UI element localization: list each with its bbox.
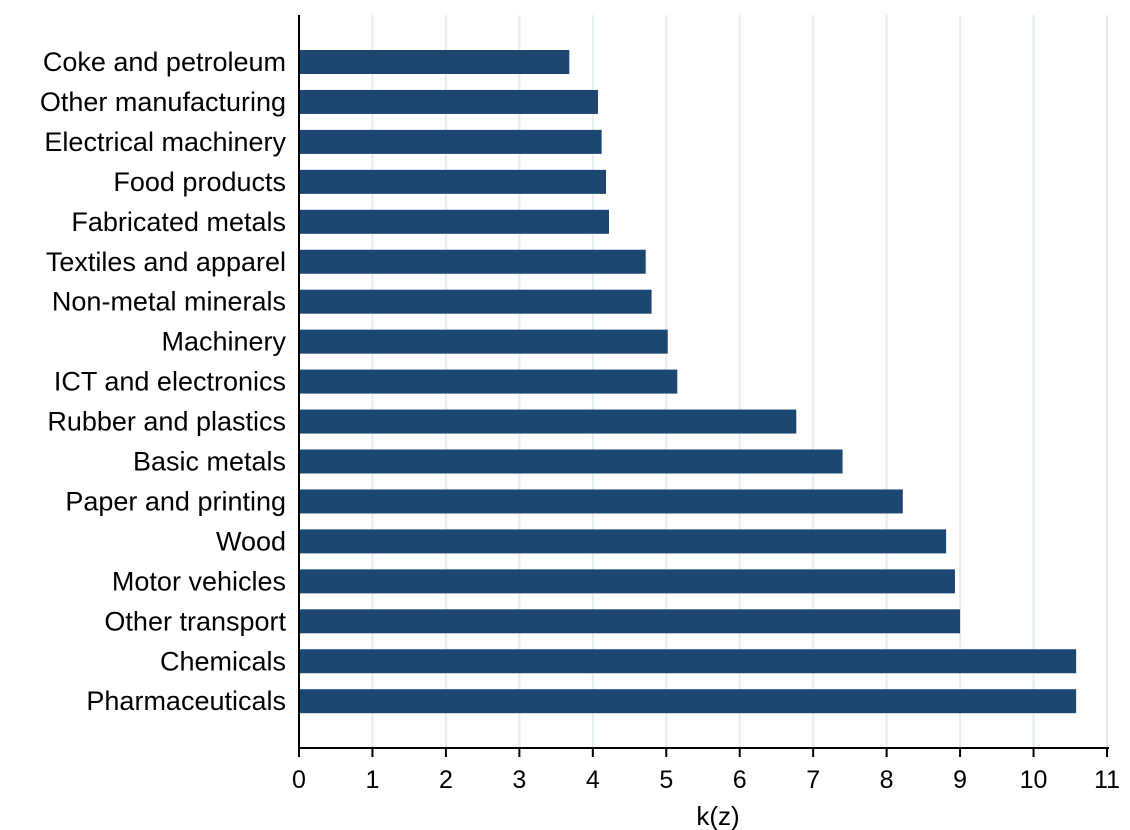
- bar-12: [299, 529, 947, 554]
- x-tick-label-1: 1: [366, 766, 380, 794]
- x-tick-label-2: 2: [439, 766, 453, 794]
- bar-7: [299, 329, 668, 354]
- bar-4: [299, 209, 609, 234]
- bar-10: [299, 449, 843, 474]
- category-label-2: Electrical machinery: [44, 127, 286, 157]
- bar-15: [299, 649, 1077, 674]
- bars: [299, 50, 1077, 714]
- category-label-5: Textiles and apparel: [46, 247, 286, 277]
- category-label-13: Motor vehicles: [112, 566, 286, 596]
- bar-5: [299, 249, 646, 274]
- bar-1: [299, 89, 598, 114]
- bar-0: [299, 50, 570, 74]
- category-label-3: Food products: [113, 167, 286, 197]
- x-tick-label-4: 4: [586, 766, 600, 794]
- x-ticks: 0 1 2 3 4 5 6 7 8 9 10 11: [292, 748, 1120, 794]
- bar-2: [299, 129, 602, 154]
- category-label-6: Non-metal minerals: [52, 287, 286, 317]
- bar-11: [299, 489, 903, 514]
- category-label-10: Basic metals: [133, 447, 286, 477]
- x-tick-label-8: 8: [880, 766, 894, 794]
- bar-8: [299, 369, 678, 394]
- bar-13: [299, 569, 955, 594]
- bar-16: [299, 689, 1077, 714]
- category-label-4: Fabricated metals: [71, 207, 286, 237]
- category-label-14: Other transport: [104, 606, 286, 636]
- category-labels: Coke and petroleum Other manufacturing Ele…: [40, 47, 287, 716]
- axes: [298, 15, 1109, 749]
- x-axis-title: k(z): [696, 801, 739, 830]
- x-tick-label-5: 5: [659, 766, 673, 794]
- bar-3: [299, 169, 607, 194]
- category-label-0: Coke and petroleum: [43, 47, 286, 77]
- bar-14: [299, 609, 961, 634]
- x-tick-label-10: 10: [1020, 766, 1048, 794]
- category-label-8: ICT and electronics: [54, 367, 286, 397]
- x-tick-label-7: 7: [806, 766, 820, 794]
- category-label-16: Pharmaceuticals: [86, 686, 286, 716]
- bar-6: [299, 289, 652, 314]
- bar-9: [299, 409, 797, 434]
- category-label-9: Rubber and plastics: [47, 407, 286, 437]
- category-label-12: Wood: [216, 526, 286, 556]
- x-tick-label-11: 11: [1094, 766, 1120, 794]
- x-tick-label-6: 6: [733, 766, 747, 794]
- category-label-15: Chemicals: [160, 646, 286, 676]
- category-label-11: Paper and printing: [65, 486, 286, 516]
- category-label-1: Other manufacturing: [40, 87, 286, 117]
- x-tick-label-9: 9: [953, 766, 967, 794]
- x-tick-label-3: 3: [512, 766, 526, 794]
- category-label-7: Machinery: [161, 327, 286, 357]
- x-tick-label-0: 0: [292, 766, 306, 794]
